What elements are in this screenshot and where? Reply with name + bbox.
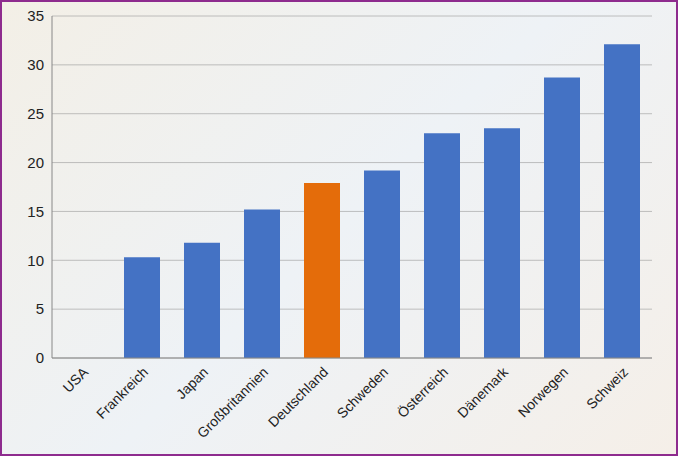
- svg-text:Schweden: Schweden: [334, 364, 392, 422]
- svg-text:Schweiz: Schweiz: [583, 364, 631, 412]
- svg-text:15: 15: [27, 203, 44, 220]
- svg-text:10: 10: [27, 252, 44, 269]
- svg-text:30: 30: [27, 56, 44, 73]
- svg-text:25: 25: [27, 105, 44, 122]
- svg-text:Japan: Japan: [173, 364, 211, 402]
- svg-text:Großbritannien: Großbritannien: [194, 364, 271, 441]
- svg-text:Frankreich: Frankreich: [93, 364, 151, 422]
- svg-text:Deutschland: Deutschland: [265, 364, 331, 430]
- svg-text:Norwegen: Norwegen: [515, 364, 571, 420]
- svg-text:0: 0: [36, 349, 44, 366]
- svg-text:Dänemark: Dänemark: [454, 363, 512, 421]
- svg-text:Österreich: Österreich: [393, 363, 451, 421]
- svg-text:35: 35: [27, 7, 44, 24]
- svg-text:5: 5: [36, 300, 44, 317]
- svg-text:20: 20: [27, 154, 44, 171]
- svg-text:USA: USA: [59, 363, 91, 395]
